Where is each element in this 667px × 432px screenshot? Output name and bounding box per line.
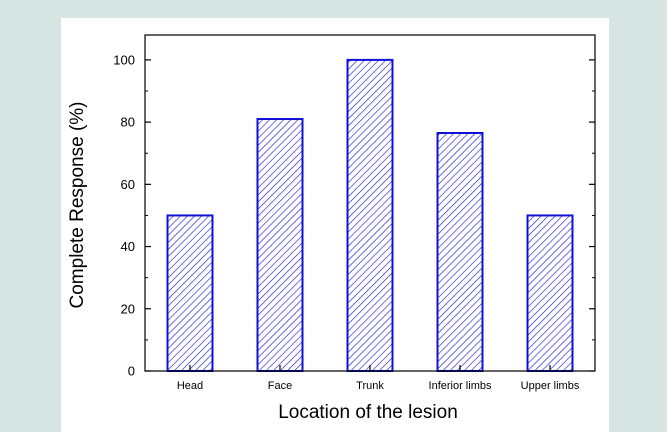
y-tick-label: 0 xyxy=(128,364,135,379)
bar-inferior-limbs xyxy=(436,132,484,372)
x-tick-label: Head xyxy=(177,380,203,392)
y-tick-label: 80 xyxy=(121,115,135,130)
x-tick-label: Inferior limbs xyxy=(429,380,492,392)
bar-face xyxy=(256,118,304,372)
x-tick-label: Upper limbs xyxy=(521,380,580,392)
bar-head xyxy=(166,214,214,372)
bar-trunk xyxy=(346,58,394,373)
x-tick-label: Trunk xyxy=(356,380,384,392)
y-tick-label: 40 xyxy=(121,239,135,254)
y-tick-label: 60 xyxy=(121,177,135,192)
y-tick-label: 100 xyxy=(113,52,135,67)
bar-upper-limbs xyxy=(526,214,574,372)
y-axis-title: Complete Response (%) xyxy=(67,102,88,309)
y-tick-label: 20 xyxy=(121,301,135,316)
x-tick-label: Face xyxy=(268,380,292,392)
x-axis-title: Location of the lesion xyxy=(278,402,458,423)
chart-panel xyxy=(61,18,609,432)
